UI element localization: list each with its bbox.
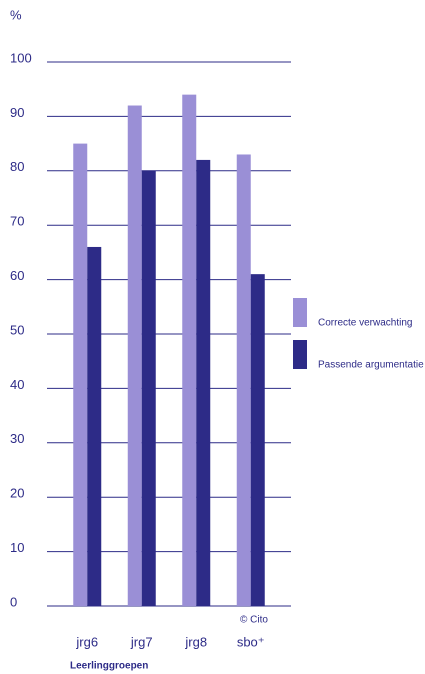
y-tick-label: 10: [10, 540, 24, 555]
x-tick-label: jrg8: [184, 634, 207, 649]
bar: [87, 246, 102, 606]
y-tick-label: 40: [10, 377, 24, 392]
y-tick-label: 0: [10, 594, 17, 609]
y-tick-label: 30: [10, 431, 24, 446]
y-tick-label: 20: [10, 486, 24, 501]
x-tick-label: sbo⁺: [237, 634, 265, 649]
legend-label: Correcte verwachting: [318, 318, 412, 329]
legend-swatch: [293, 340, 307, 369]
y-tick-label: 80: [10, 159, 24, 174]
x-axis-label: Leerlinggroepen: [70, 661, 148, 672]
legend-label: Passende argumentatie: [318, 360, 424, 371]
y-tick-label: 90: [10, 105, 24, 120]
bar: [141, 170, 156, 607]
y-axis-label: %: [10, 7, 22, 22]
bar: [182, 94, 197, 606]
bar: [250, 274, 265, 606]
annotation: © Cito: [240, 615, 268, 626]
bar: [73, 143, 88, 606]
x-tick-label: jrg7: [130, 634, 153, 649]
x-tick-label: jrg6: [75, 634, 98, 649]
y-tick-label: 50: [10, 322, 24, 337]
y-tick-label: 100: [10, 50, 32, 65]
bar: [236, 154, 251, 607]
bar: [127, 105, 142, 607]
y-tick-label: 60: [10, 268, 24, 283]
legend-swatch: [293, 298, 307, 327]
bar: [196, 159, 211, 607]
y-tick-label: 70: [10, 214, 24, 229]
